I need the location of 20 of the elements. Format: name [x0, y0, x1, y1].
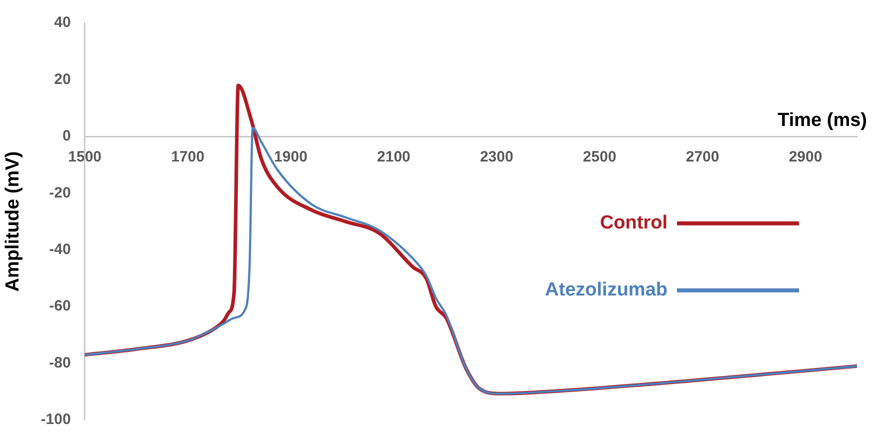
y-tick-label: -20 [49, 184, 71, 202]
y-tick-label: 40 [54, 14, 71, 32]
y-tick-label: -100 [40, 411, 71, 428]
x-tick-label: 2300 [480, 148, 514, 166]
text: Control [600, 212, 668, 234]
x-tick-label: 2900 [788, 148, 822, 166]
x-tick-label: 1900 [274, 148, 308, 166]
x-tick-label: 2500 [582, 148, 616, 166]
x-axis-title: Time (ms) [778, 110, 867, 132]
y-tick-label: -80 [49, 354, 71, 372]
x-tick-label: 1500 [68, 148, 102, 166]
x-tick-label: 1700 [171, 148, 204, 166]
x-tick-label: 2700 [686, 148, 720, 166]
text: Atezolizumab [545, 280, 668, 301]
y-tick-label: -60 [49, 298, 71, 315]
y-tick-label: -40 [49, 241, 71, 258]
x-tick-label: 2100 [377, 148, 410, 166]
y-tick-label: 0 [62, 128, 71, 145]
y-tick-label: 20 [54, 70, 71, 88]
y-axis-title: Amplitude (mV) [2, 151, 24, 292]
